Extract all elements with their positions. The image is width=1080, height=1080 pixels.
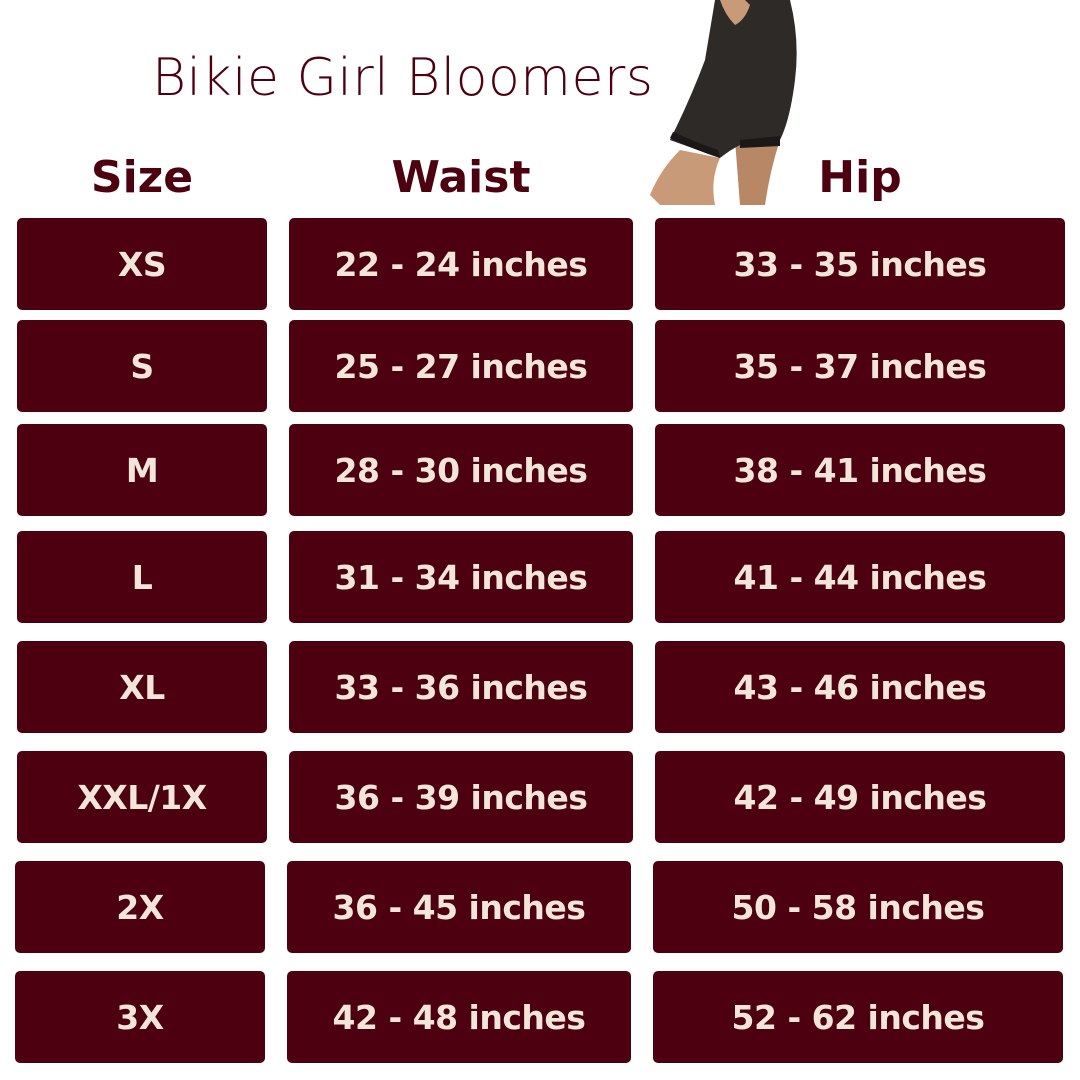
hip-cell: 52 - 62 inches bbox=[653, 971, 1063, 1063]
header-waist: Waist bbox=[391, 152, 531, 203]
waist-cell: 31 - 34 inches bbox=[289, 531, 633, 623]
waist-cell: 36 - 39 inches bbox=[289, 751, 633, 843]
size-cell: XL bbox=[17, 641, 267, 733]
product-photo bbox=[650, 0, 797, 205]
waist-cell: 22 - 24 inches bbox=[289, 218, 633, 310]
hip-cell: 41 - 44 inches bbox=[655, 531, 1065, 623]
hip-cell: 42 - 49 inches bbox=[655, 751, 1065, 843]
waist-cell: 36 - 45 inches bbox=[287, 861, 631, 953]
header-hip: Hip bbox=[818, 152, 902, 203]
hip-cell: 38 - 41 inches bbox=[655, 424, 1065, 516]
size-cell: M bbox=[17, 424, 267, 516]
size-cell: XS bbox=[17, 218, 267, 310]
size-cell: L bbox=[17, 531, 267, 623]
waist-cell: 28 - 30 inches bbox=[289, 424, 633, 516]
header-size: Size bbox=[90, 152, 194, 203]
size-cell: 3X bbox=[15, 971, 265, 1063]
size-cell: S bbox=[17, 320, 267, 412]
waist-cell: 33 - 36 inches bbox=[289, 641, 633, 733]
size-cell: 2X bbox=[15, 861, 265, 953]
page-title: Bikie Girl Bloomers bbox=[152, 48, 654, 108]
hip-cell: 50 - 58 inches bbox=[653, 861, 1063, 953]
waist-cell: 42 - 48 inches bbox=[287, 971, 631, 1063]
hip-cell: 33 - 35 inches bbox=[655, 218, 1065, 310]
hip-cell: 35 - 37 inches bbox=[655, 320, 1065, 412]
waist-cell: 25 - 27 inches bbox=[289, 320, 633, 412]
hip-cell: 43 - 46 inches bbox=[655, 641, 1065, 733]
size-cell: XXL/1X bbox=[17, 751, 267, 843]
